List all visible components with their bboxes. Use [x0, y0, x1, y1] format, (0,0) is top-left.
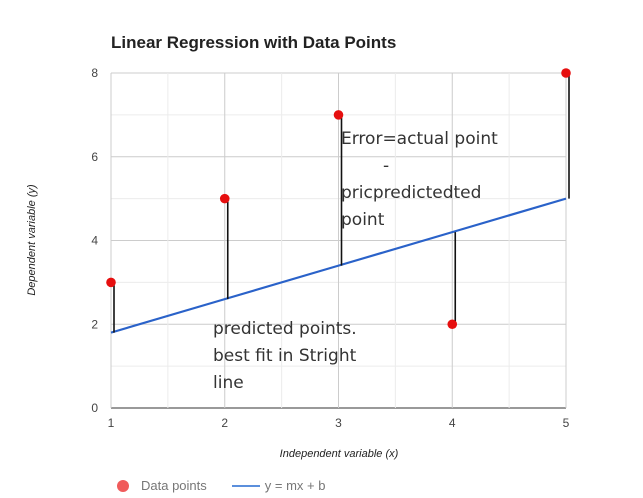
- y-tick-label: 8: [91, 66, 98, 80]
- predicted-annotation: predicted points. best fit in Stright li…: [213, 316, 383, 397]
- data-point: [219, 193, 230, 204]
- annotation-line: predicted points.: [213, 319, 357, 339]
- y-tick-label: 6: [91, 150, 98, 164]
- tick-labels: 0 2 4 6 8 1 2 3 4 5: [91, 66, 569, 430]
- axes: Independent variable (x) Dependent varia…: [26, 184, 399, 460]
- legend-label: Data points: [141, 478, 207, 493]
- legend-line-icon: [231, 484, 260, 487]
- data-point: [106, 277, 116, 288]
- x-tick-label: 2: [221, 416, 228, 430]
- x-tick-label: 1: [108, 416, 115, 430]
- annotation-line: -: [383, 156, 390, 176]
- legend-item-regression-line[interactable]: y = mx + b: [231, 478, 326, 493]
- annotation-line: best fit in Stright: [213, 346, 357, 366]
- data-point: [561, 68, 571, 78]
- legend-dot-icon: [117, 479, 129, 492]
- data-point: [447, 319, 458, 330]
- error-lines: [113, 73, 570, 333]
- y-axis-label: Dependent variable (y): [26, 184, 38, 296]
- y-tick-label: 4: [91, 234, 98, 248]
- chart-legend: Data points y = mx + b: [117, 478, 350, 493]
- x-tick-label: 5: [563, 416, 570, 430]
- legend-item-data-points[interactable]: Data points: [117, 478, 207, 493]
- x-tick-label: 4: [449, 416, 456, 430]
- annotation-line: point: [341, 210, 385, 230]
- data-point: [333, 110, 344, 120]
- error-annotation: Error=actual point - pricpredictedted po…: [341, 126, 516, 234]
- annotation-line: Error=actual point: [341, 129, 498, 149]
- regression-line: [110, 197, 567, 334]
- annotation-line: line: [213, 373, 244, 393]
- legend-label: y = mx + b: [264, 478, 326, 493]
- annotation-line: pricpredictedted: [341, 183, 482, 203]
- chart-title: Linear Regression with Data Points: [111, 33, 397, 52]
- data-points: [106, 68, 571, 330]
- regression-line-group: [110, 197, 567, 334]
- y-tick-label: 0: [91, 401, 98, 415]
- x-tick-label: 3: [335, 416, 342, 430]
- x-axis-label: Independent variable (x): [280, 448, 399, 460]
- y-tick-label: 2: [91, 317, 98, 331]
